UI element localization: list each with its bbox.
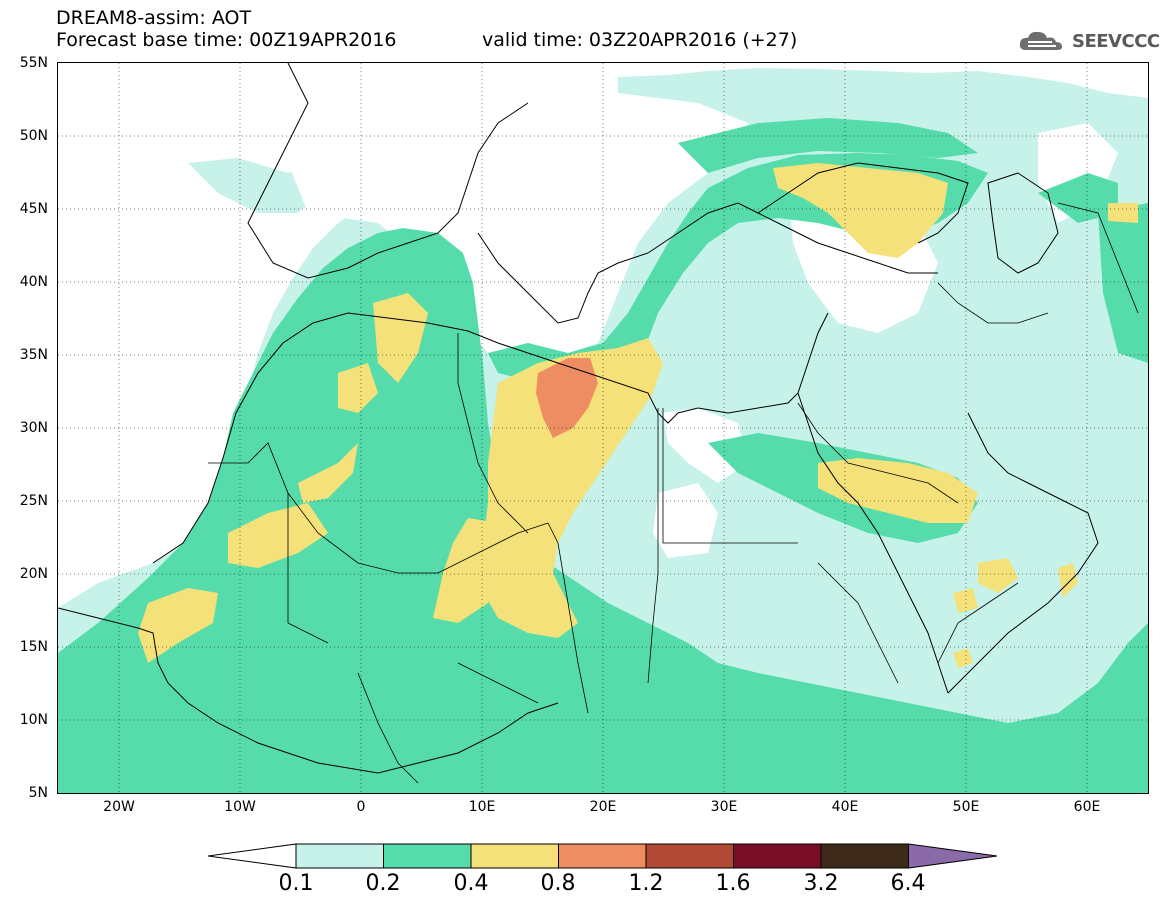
aot-band-medium <box>138 163 1138 668</box>
colorbar-bin <box>645 843 734 869</box>
colorbar-bin <box>383 843 472 869</box>
lat-label: 45N <box>19 201 48 217</box>
lon-label: 10E <box>468 799 496 815</box>
colorbar-under-arrow <box>207 843 297 869</box>
colorbar-bin <box>733 843 822 869</box>
lat-label: 10N <box>19 712 48 728</box>
coastlines <box>58 63 1099 774</box>
lon-label: 20E <box>589 799 617 815</box>
colorbar-label: 1.6 <box>715 871 751 896</box>
colorbar-label: 6.4 <box>890 871 926 896</box>
aot-map <box>58 63 1148 793</box>
lon-label: 30E <box>710 799 738 815</box>
lat-label: 20N <box>19 566 48 582</box>
lat-label: 55N <box>19 55 48 71</box>
lat-label: 30N <box>19 420 48 436</box>
colorbar-label: 0.2 <box>365 871 401 896</box>
colorbar-label: 1.2 <box>628 871 664 896</box>
lat-label: 25N <box>19 493 48 509</box>
seevccc-logo: SEEVCCC <box>1018 28 1160 54</box>
aot-band-high <box>536 358 598 438</box>
lat-label: 5N <box>28 785 48 801</box>
colorbar-label: 3.2 <box>803 871 839 896</box>
lon-label: 50E <box>952 799 980 815</box>
valid-time: valid time: 03Z20APR2016 (+27) <box>482 29 798 51</box>
colorbar-label: 0.4 <box>453 871 489 896</box>
lon-label: 0 <box>356 799 366 815</box>
colorbar-bin <box>558 843 647 869</box>
logo-text: SEEVCCC <box>1072 30 1160 52</box>
colorbar-label: 0.8 <box>540 871 576 896</box>
colorbar-bin <box>820 843 909 869</box>
colorbar-svg <box>207 843 998 869</box>
lon-label: 60E <box>1073 799 1101 815</box>
colorbar-bin <box>295 843 384 869</box>
cloud-icon <box>1019 31 1062 50</box>
grid-lines <box>58 63 1148 793</box>
aot-field <box>58 63 1148 793</box>
forecast-base-time: Forecast base time: 00Z19APR2016 <box>56 29 397 51</box>
colorbar-over-arrow <box>908 843 998 869</box>
map-title: DREAM8-assim: AOT <box>56 7 252 29</box>
lat-label: 15N <box>19 639 48 655</box>
lat-label: 35N <box>19 347 48 363</box>
colorbar <box>207 843 998 869</box>
lat-label: 40N <box>19 274 48 290</box>
lon-label: 10W <box>224 799 256 815</box>
colorbar-label: 0.1 <box>278 871 314 896</box>
lon-label: 40E <box>831 799 859 815</box>
lon-label: 20W <box>103 799 135 815</box>
colorbar-bin <box>470 843 559 869</box>
lat-label: 50N <box>19 128 48 144</box>
